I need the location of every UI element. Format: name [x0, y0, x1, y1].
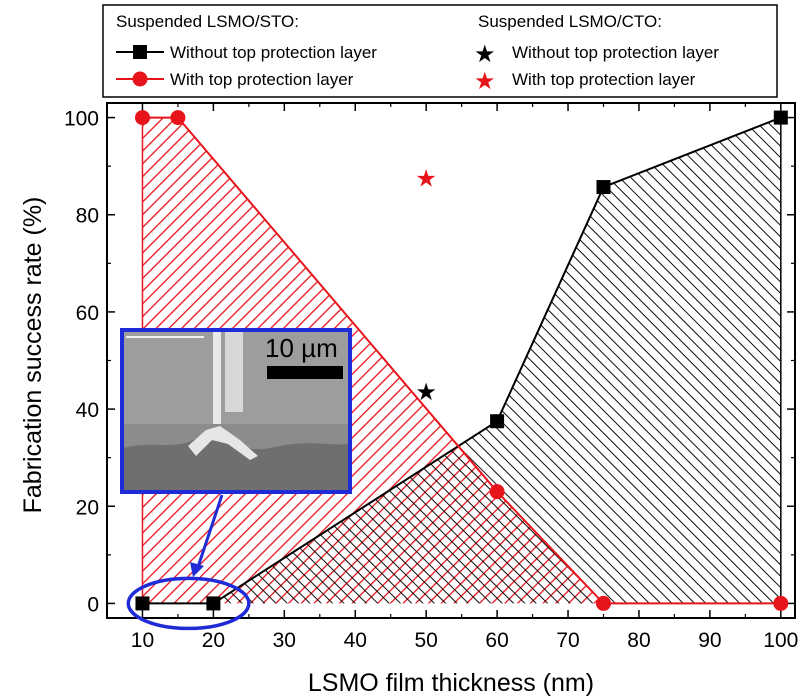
legend-group-title-sto: Suspended LSMO/STO:	[116, 12, 299, 31]
x-tick-label: 60	[485, 629, 508, 652]
legend-square-marker-icon	[133, 45, 147, 59]
legend-star-marker-icon: ★	[474, 67, 496, 95]
axis-tick-labels: 10 20 30 40 50 60 70 80 90 100 0 20 40 60 80 100	[64, 108, 798, 652]
x-tick-label: 40	[344, 629, 367, 652]
legend-group-title-cto: Suspended LSMO/CTO:	[478, 12, 662, 31]
x-tick-label: 10	[131, 629, 154, 652]
star-data-point: ★	[415, 378, 437, 406]
y-axis-title: Fabrication success rate (%)	[19, 197, 47, 514]
inset-needle-shadow	[225, 332, 243, 412]
legend-label: Without top protection layer	[512, 43, 719, 62]
pointer-arrow-head-icon	[190, 562, 204, 577]
inset-suspended-bridge	[188, 426, 258, 460]
square-data-point	[206, 596, 221, 611]
x-tick-label: 70	[556, 629, 579, 652]
sem-inset: 10 µm	[120, 328, 352, 494]
square-data-point	[135, 596, 150, 611]
inset-trench-shape	[124, 428, 348, 490]
inset-needle	[213, 332, 221, 424]
legend-label: With top protection layer	[170, 70, 354, 89]
highlight-ellipse	[126, 576, 251, 631]
legend-label: With top protection layer	[512, 70, 696, 89]
legend-label: Without top protection layer	[170, 43, 377, 62]
area-without-protection	[142, 117, 781, 604]
star-data-point: ★	[415, 164, 437, 192]
y-tick-label: 20	[76, 496, 99, 519]
legend-entry-cto-with: ★ With top protection layer	[474, 67, 696, 95]
legend-entry-cto-without: ★ Without top protection layer	[474, 40, 719, 68]
square-data-point	[490, 414, 505, 429]
circle-data-point	[595, 595, 611, 611]
circle-data-point	[134, 110, 150, 126]
pointer-arrow-line	[196, 494, 224, 568]
legend-circle-marker-icon	[132, 71, 148, 87]
legend-star-marker-icon: ★	[474, 40, 496, 68]
axis-ticks	[107, 103, 795, 618]
x-tick-label: 80	[627, 629, 650, 652]
legend-entry-sto-with: With top protection layer	[116, 70, 354, 89]
x-tick-label: 50	[414, 629, 437, 652]
circle-data-point	[489, 484, 505, 500]
y-tick-label: 40	[76, 399, 99, 422]
x-axis-title: LSMO film thickness (nm)	[308, 669, 594, 697]
y-tick-label: 80	[76, 205, 99, 228]
legend-frame	[102, 4, 778, 98]
x-tick-label: 30	[273, 629, 296, 652]
inset-scale-bar	[267, 366, 343, 379]
circle-data-point	[773, 595, 789, 611]
x-tick-label: 20	[202, 629, 225, 652]
y-tick-label: 0	[87, 593, 99, 616]
square-data-point	[596, 180, 611, 195]
x-tick-label: 100	[763, 629, 798, 652]
data-markers: ★★	[134, 110, 789, 611]
square-data-point	[773, 110, 788, 125]
y-tick-label: 100	[64, 108, 99, 131]
circle-data-point	[170, 110, 186, 126]
legend-entry-sto-without: Without top protection layer	[116, 43, 377, 62]
inset-scale-bar-label: 10 µm	[265, 333, 338, 363]
x-tick-label: 90	[698, 629, 721, 652]
y-tick-label: 60	[76, 302, 99, 325]
legend: Suspended LSMO/STO: Suspended LSMO/CTO: …	[102, 4, 778, 98]
